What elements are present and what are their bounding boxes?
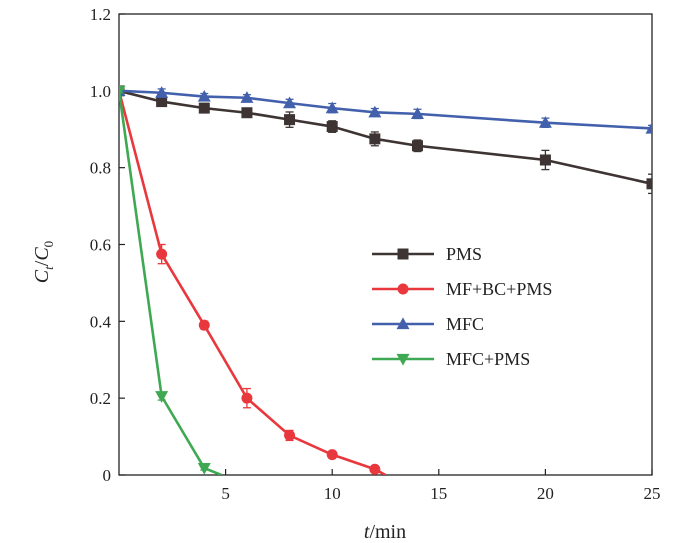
data-point	[368, 105, 382, 118]
series-pms	[119, 85, 652, 195]
data-point	[241, 107, 253, 119]
x-tick-label: 10	[324, 484, 341, 503]
data-point	[155, 86, 169, 98]
data-point	[197, 463, 211, 475]
series-line	[119, 89, 652, 186]
legend-item-mfc: MFC	[372, 314, 484, 334]
data-point	[369, 133, 381, 145]
data-point	[646, 178, 652, 190]
data-point	[326, 449, 338, 461]
data-point	[369, 463, 381, 475]
y-tick-label: 0.6	[90, 236, 111, 255]
y-tick-label: 1.2	[90, 5, 111, 24]
legend-label: MFC+PMS	[446, 349, 530, 369]
y-axis-title: Ct/C0	[31, 241, 56, 283]
legend: PMS MF+BC+PMS MFC MFC+PMS	[372, 244, 552, 369]
data-point	[156, 248, 168, 260]
data-point	[538, 116, 552, 128]
x-tick-label: 15	[430, 484, 447, 503]
series-line	[119, 90, 222, 475]
series-line	[119, 90, 387, 475]
data-point	[241, 392, 253, 404]
data-point	[410, 107, 424, 119]
x-tick-label: 25	[644, 484, 661, 503]
y-tick-label: 0.4	[90, 312, 112, 331]
data-point	[119, 85, 126, 98]
series-mfc	[119, 84, 652, 134]
legend-marker	[397, 248, 409, 260]
y-tick-label: 1.0	[90, 82, 111, 101]
x-tick-label: 5	[221, 484, 230, 503]
y-tick-label: 0	[103, 466, 112, 485]
data-point	[326, 121, 338, 133]
x-tick-label: 20	[537, 484, 554, 503]
legend-marker	[396, 317, 410, 330]
y-tick-label: 0.2	[90, 389, 111, 408]
series-mf-bc-pms	[119, 85, 387, 475]
plot-frame	[118, 13, 653, 476]
series-mfc-pms	[119, 85, 222, 475]
data-point	[325, 101, 339, 114]
series-line	[119, 89, 652, 130]
data-point	[198, 102, 210, 114]
data-point	[411, 140, 423, 152]
data-point	[284, 429, 296, 441]
legend-label: PMS	[446, 244, 482, 264]
series-layer	[119, 84, 652, 475]
legend-marker	[396, 353, 410, 366]
data-point	[240, 91, 254, 103]
legend-item-mfc-pms: MFC+PMS	[372, 349, 530, 369]
legend-item-mf-bc-pms: MF+BC+PMS	[372, 279, 552, 299]
data-point	[198, 319, 210, 331]
data-point	[645, 121, 652, 134]
x-axis-title: t/min	[364, 521, 406, 543]
y-tick-label: 0.8	[90, 159, 111, 178]
legend-label: MF+BC+PMS	[446, 279, 552, 299]
data-point	[155, 391, 169, 403]
data-point	[156, 96, 168, 108]
data-point	[197, 89, 211, 102]
legend-item-pms: PMS	[372, 244, 482, 264]
legend-marker	[397, 283, 409, 295]
data-point	[539, 154, 551, 166]
data-point	[284, 114, 296, 126]
data-point	[283, 96, 297, 109]
legend-label: MFC	[446, 314, 484, 334]
